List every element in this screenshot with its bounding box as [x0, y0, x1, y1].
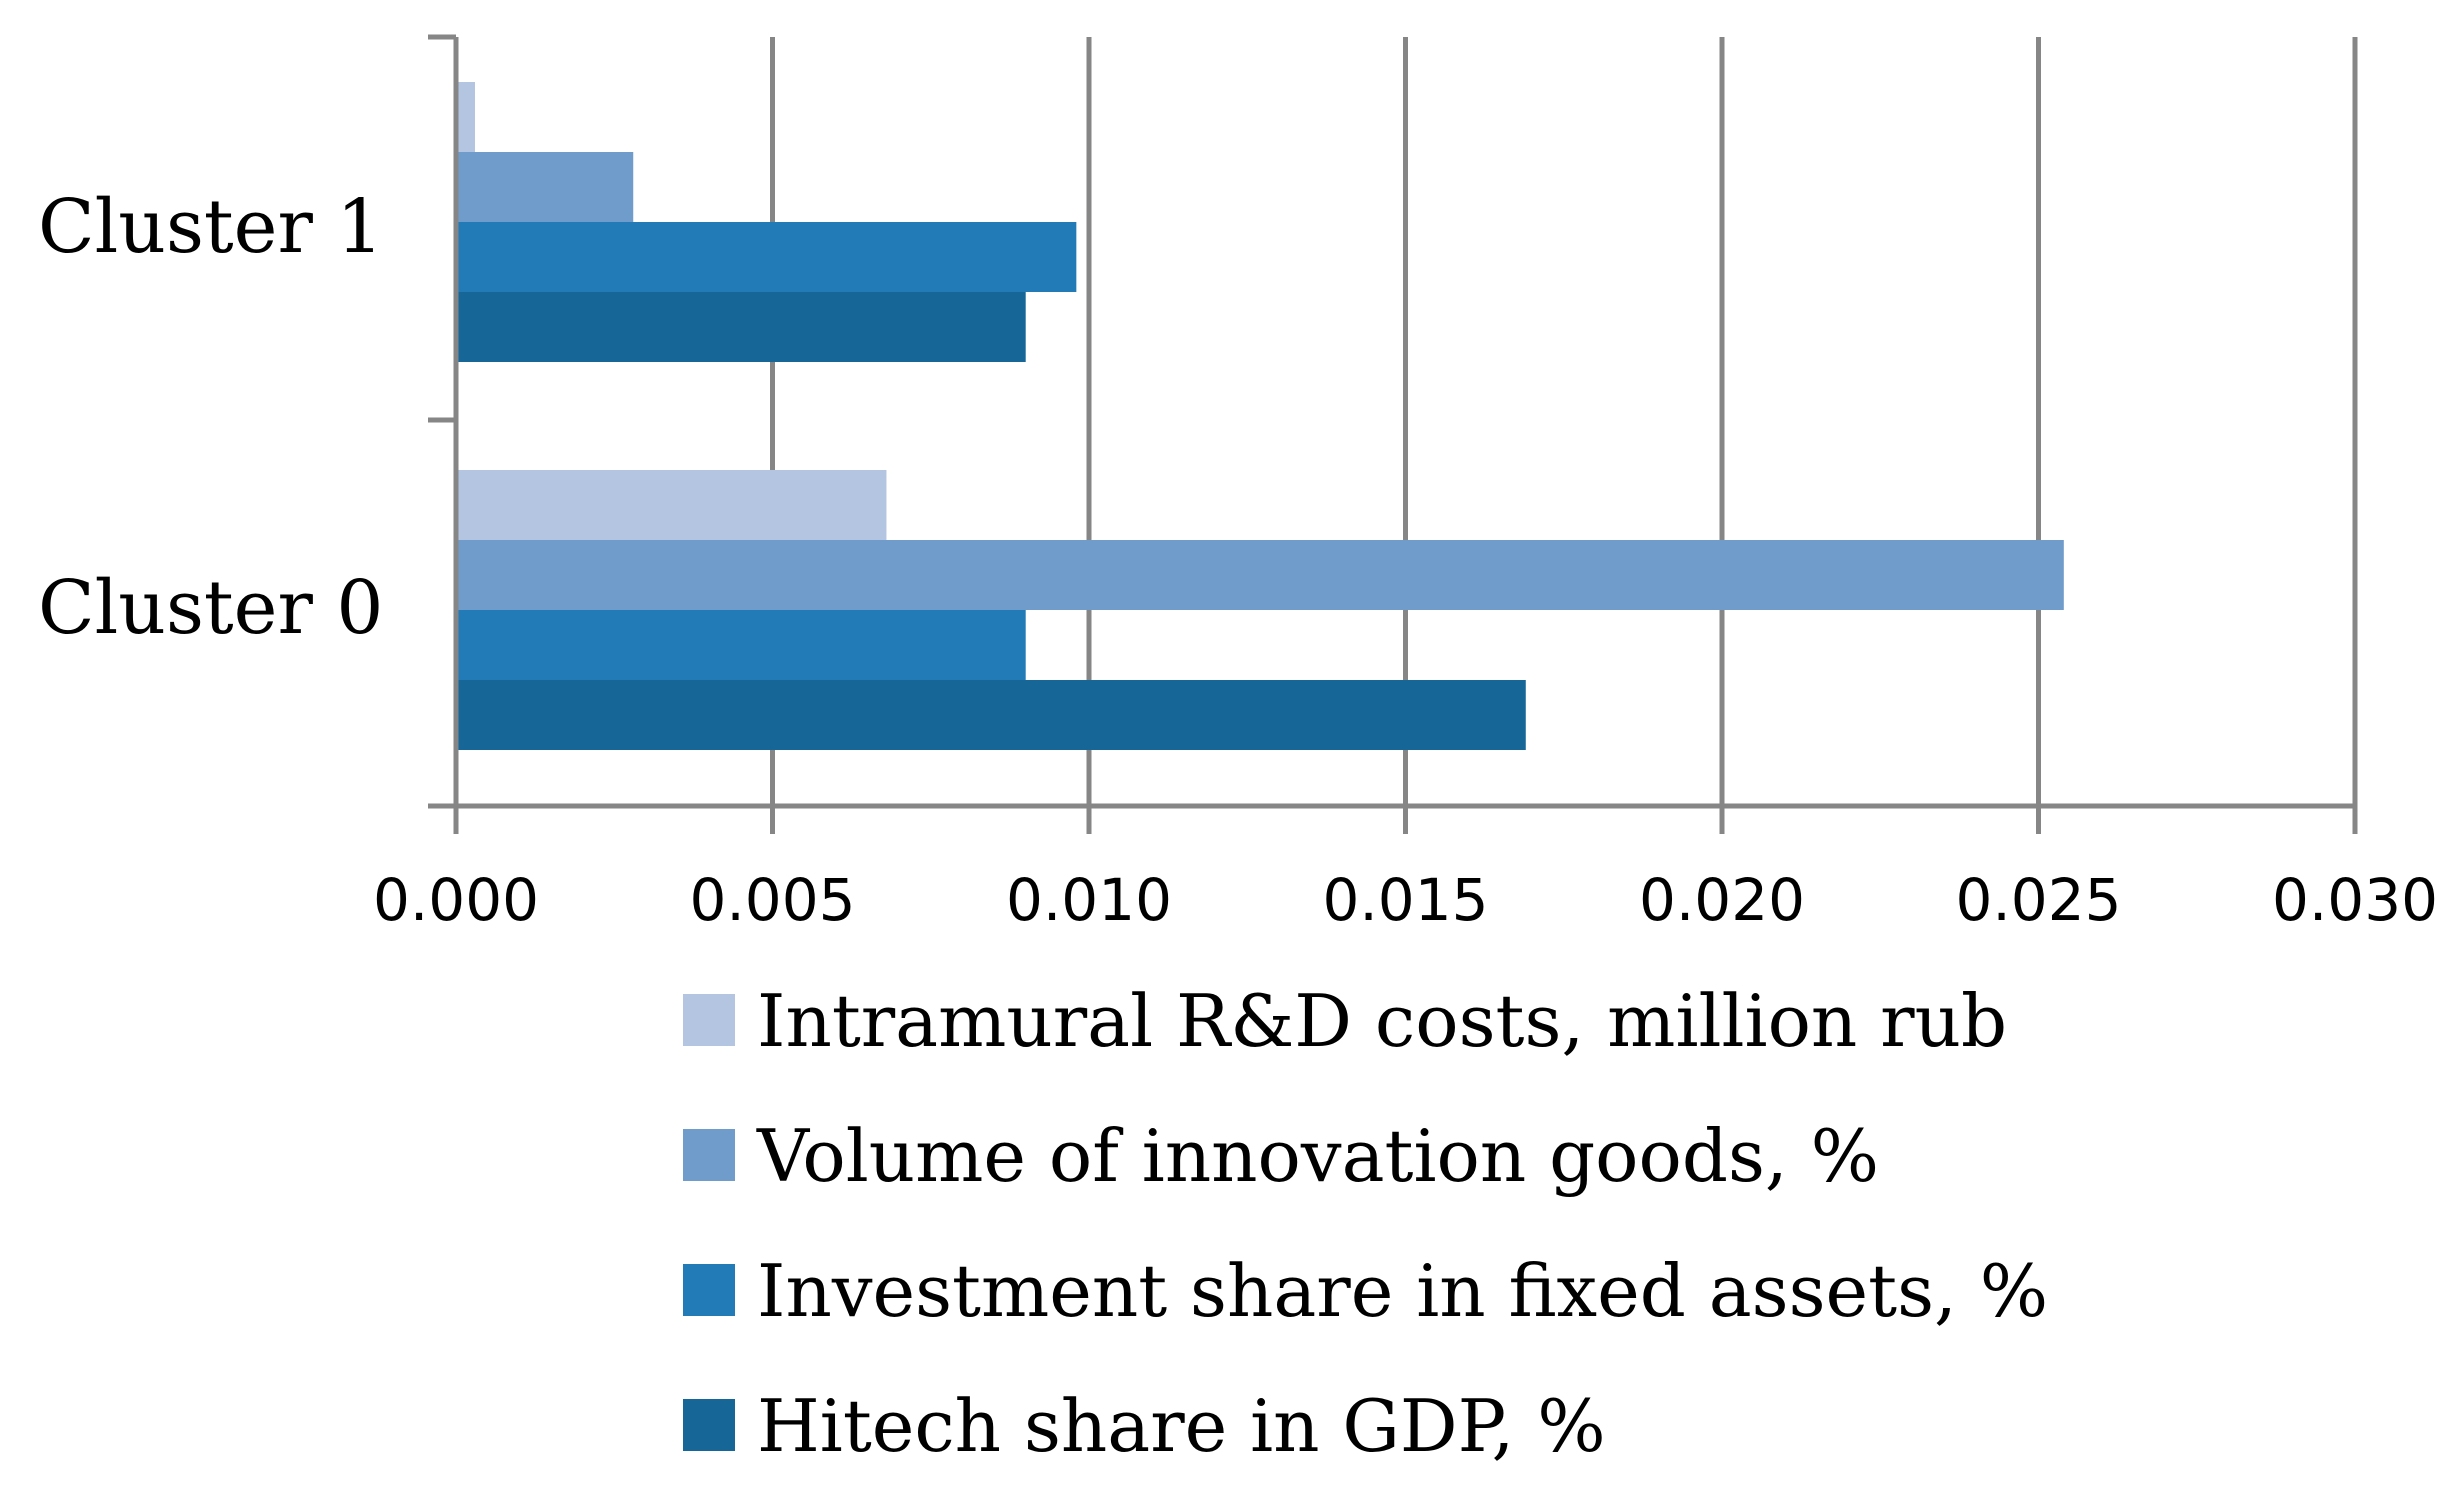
x-tick-label: 0.010 — [1006, 866, 1172, 934]
legend-label: Investment share in fixed assets, % — [757, 1249, 2048, 1333]
legend-label: Hitech share in GDP, % — [757, 1384, 1606, 1468]
legend-label: Volume of innovation goods, % — [756, 1114, 1879, 1198]
axes — [428, 34, 2355, 834]
bar — [456, 222, 1077, 292]
x-tick-label: 0.020 — [1639, 866, 1805, 934]
bars — [456, 82, 2064, 750]
x-tick-label: 0.000 — [373, 866, 539, 934]
legend-label: Intramural R&D costs, million rub — [757, 979, 2007, 1063]
legend: Intramural R&D costs, million rub Volume … — [683, 979, 2048, 1468]
x-tick-label: 0.030 — [2272, 866, 2438, 934]
bar — [456, 152, 634, 222]
legend-swatch — [683, 1264, 735, 1316]
bar — [456, 82, 475, 152]
bar — [456, 680, 1526, 750]
bar — [456, 470, 887, 540]
bar — [456, 610, 1026, 680]
legend-swatch — [683, 994, 735, 1046]
bar — [456, 292, 1026, 362]
x-tick-label: 0.025 — [1955, 866, 2121, 934]
category-label: Cluster 1 — [38, 184, 383, 270]
x-tick-label: 0.005 — [689, 866, 855, 934]
x-tick-label: 0.015 — [1322, 866, 1488, 934]
legend-swatch — [683, 1399, 735, 1451]
bar — [456, 540, 2064, 610]
category-label: Cluster 0 — [38, 565, 383, 651]
x-tick-labels: 0.000 0.005 0.010 0.015 0.020 0.025 0.030 — [373, 866, 2438, 934]
category-labels: Cluster 1 Cluster 0 — [38, 184, 383, 651]
legend-swatch — [683, 1129, 735, 1181]
